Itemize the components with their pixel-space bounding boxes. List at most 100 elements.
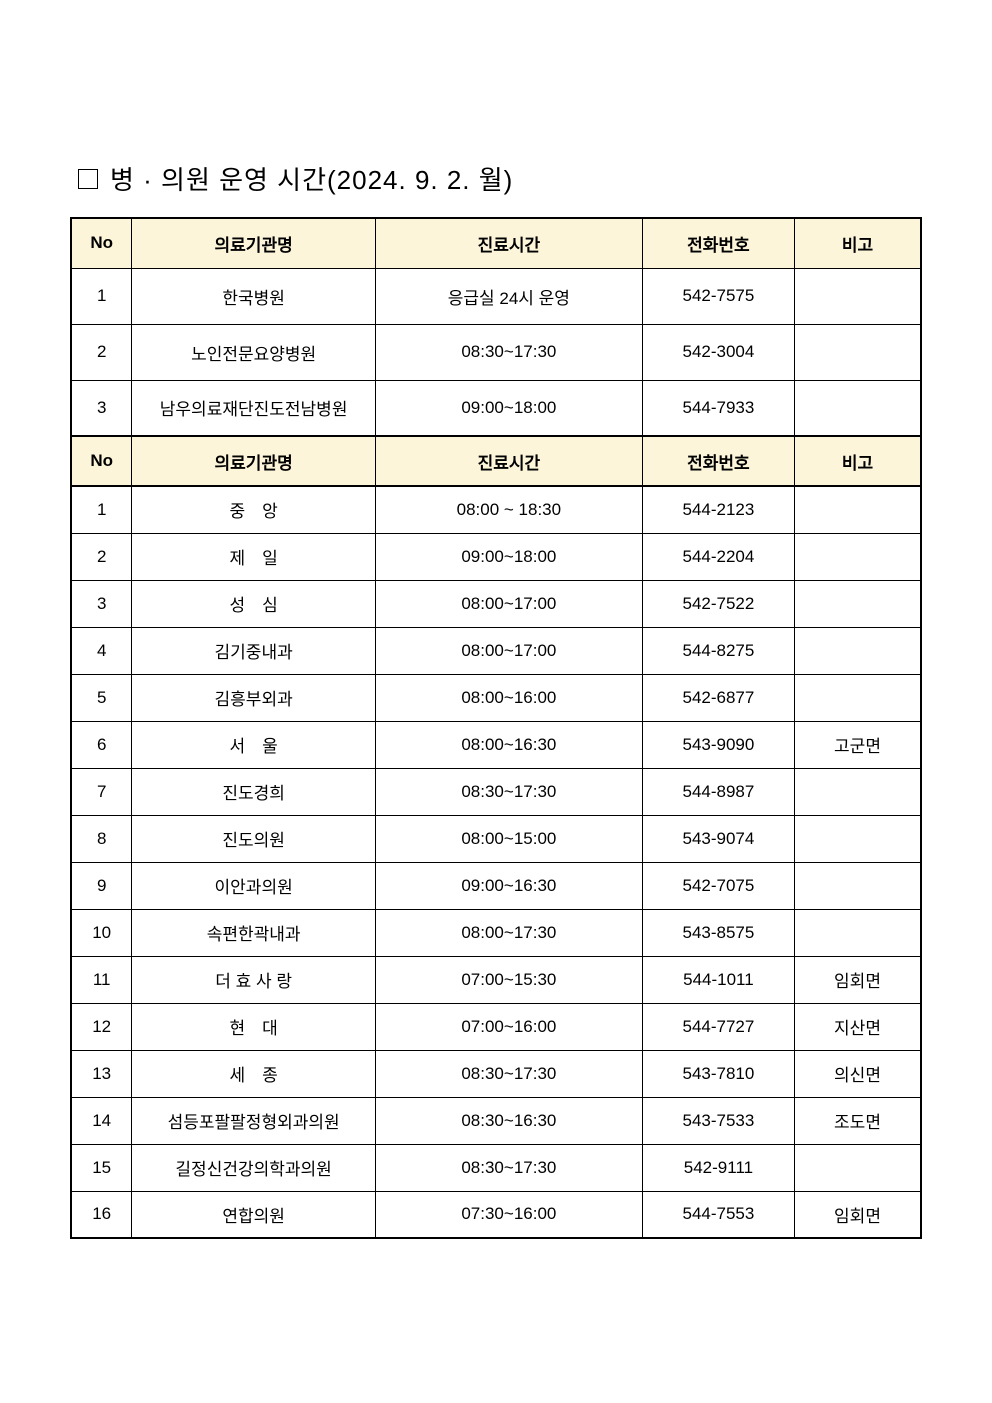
cell-name: 연합의원 — [132, 1191, 376, 1238]
cell-phone: 542-6877 — [642, 674, 794, 721]
cell-no: 12 — [71, 1003, 132, 1050]
cell-phone: 542-7575 — [642, 268, 794, 324]
cell-no: 2 — [71, 533, 132, 580]
table-row: 16연합의원07:30~16:00544-7553임회면 — [71, 1191, 921, 1238]
cell-name: 김기중내과 — [132, 627, 376, 674]
cell-hours: 09:00~16:30 — [375, 862, 642, 909]
table-header-cell: No — [71, 218, 132, 268]
cell-hours: 09:00~18:00 — [375, 533, 642, 580]
table-row: 9이안과의원09:00~16:30542-7075 — [71, 862, 921, 909]
cell-no: 15 — [71, 1144, 132, 1191]
cell-note — [795, 674, 921, 721]
cell-name: 섬등포팔팔정형외과의원 — [132, 1097, 376, 1144]
cell-name: 노인전문요양병원 — [132, 324, 376, 380]
cell-hours: 09:00~18:00 — [375, 380, 642, 436]
cell-no: 10 — [71, 909, 132, 956]
cell-no: 3 — [71, 580, 132, 627]
hospital-hours-table: No의료기관명진료시간전화번호비고1한국병원응급실 24시 운영542-7575… — [70, 217, 922, 1239]
cell-no: 9 — [71, 862, 132, 909]
cell-name: 중 앙 — [132, 486, 376, 533]
cell-name: 서 울 — [132, 721, 376, 768]
cell-hours: 08:30~17:30 — [375, 1144, 642, 1191]
cell-phone: 544-7933 — [642, 380, 794, 436]
cell-phone: 543-9090 — [642, 721, 794, 768]
cell-name: 더 효 사 랑 — [132, 956, 376, 1003]
cell-no: 5 — [71, 674, 132, 721]
cell-no: 14 — [71, 1097, 132, 1144]
table-header-cell: 비고 — [795, 218, 921, 268]
cell-hours: 07:30~16:00 — [375, 1191, 642, 1238]
cell-phone: 544-7553 — [642, 1191, 794, 1238]
cell-hours: 08:30~17:30 — [375, 1050, 642, 1097]
cell-phone: 542-7075 — [642, 862, 794, 909]
cell-phone: 543-9074 — [642, 815, 794, 862]
cell-no: 1 — [71, 268, 132, 324]
table-row: 2제 일09:00~18:00544-2204 — [71, 533, 921, 580]
cell-hours: 08:00 ~ 18:30 — [375, 486, 642, 533]
table-row: 5김흥부외과08:00~16:00542-6877 — [71, 674, 921, 721]
table-row: 10속편한곽내과08:00~17:30543-8575 — [71, 909, 921, 956]
table-header-cell: 의료기관명 — [132, 436, 376, 486]
cell-no: 6 — [71, 721, 132, 768]
table-header-cell: 비고 — [795, 436, 921, 486]
cell-phone: 544-8987 — [642, 768, 794, 815]
cell-note: 지산면 — [795, 1003, 921, 1050]
cell-phone: 544-7727 — [642, 1003, 794, 1050]
cell-hours: 07:00~16:00 — [375, 1003, 642, 1050]
table-row: 6서 울08:00~16:30543-9090고군면 — [71, 721, 921, 768]
cell-note — [795, 533, 921, 580]
cell-name: 남우의료재단진도전남병원 — [132, 380, 376, 436]
cell-phone: 543-7533 — [642, 1097, 794, 1144]
cell-name: 진도의원 — [132, 815, 376, 862]
cell-hours: 08:30~16:30 — [375, 1097, 642, 1144]
cell-note — [795, 815, 921, 862]
table-row: 13세 종08:30~17:30543-7810의신면 — [71, 1050, 921, 1097]
cell-name: 성 심 — [132, 580, 376, 627]
cell-no: 11 — [71, 956, 132, 1003]
cell-name: 진도경희 — [132, 768, 376, 815]
table-row: 2노인전문요양병원08:30~17:30542-3004 — [71, 324, 921, 380]
title-square-marker — [78, 169, 98, 189]
table-row: 8진도의원08:00~15:00543-9074 — [71, 815, 921, 862]
cell-hours: 08:00~17:30 — [375, 909, 642, 956]
cell-hours: 08:00~15:00 — [375, 815, 642, 862]
cell-no: 2 — [71, 324, 132, 380]
cell-hours: 08:30~17:30 — [375, 768, 642, 815]
cell-note: 의신면 — [795, 1050, 921, 1097]
cell-name: 속편한곽내과 — [132, 909, 376, 956]
cell-phone: 544-2204 — [642, 533, 794, 580]
cell-no: 7 — [71, 768, 132, 815]
table-row: 3남우의료재단진도전남병원09:00~18:00544-7933 — [71, 380, 921, 436]
cell-name: 한국병원 — [132, 268, 376, 324]
cell-name: 김흥부외과 — [132, 674, 376, 721]
table-header-row: No의료기관명진료시간전화번호비고 — [71, 218, 921, 268]
table-header-cell: 진료시간 — [375, 218, 642, 268]
table-header-cell: No — [71, 436, 132, 486]
cell-phone: 543-7810 — [642, 1050, 794, 1097]
cell-no: 8 — [71, 815, 132, 862]
cell-hours: 08:00~17:00 — [375, 627, 642, 674]
cell-note: 임회면 — [795, 1191, 921, 1238]
table-header-row: No의료기관명진료시간전화번호비고 — [71, 436, 921, 486]
cell-phone: 542-7522 — [642, 580, 794, 627]
table-row: 7진도경희08:30~17:30544-8987 — [71, 768, 921, 815]
cell-note — [795, 1144, 921, 1191]
table-row: 15길정신건강의학과의원08:30~17:30542-9111 — [71, 1144, 921, 1191]
cell-hours: 08:00~16:00 — [375, 674, 642, 721]
table-row: 14섬등포팔팔정형외과의원08:30~16:30543-7533조도면 — [71, 1097, 921, 1144]
table-row: 4김기중내과08:00~17:00544-8275 — [71, 627, 921, 674]
cell-note — [795, 380, 921, 436]
cell-note — [795, 486, 921, 533]
cell-note — [795, 862, 921, 909]
cell-name: 길정신건강의학과의원 — [132, 1144, 376, 1191]
table-row: 12현 대07:00~16:00544-7727지산면 — [71, 1003, 921, 1050]
cell-note — [795, 580, 921, 627]
cell-note — [795, 627, 921, 674]
cell-name: 세 종 — [132, 1050, 376, 1097]
cell-no: 16 — [71, 1191, 132, 1238]
cell-phone: 544-8275 — [642, 627, 794, 674]
table-header-cell: 전화번호 — [642, 436, 794, 486]
table-row: 11더 효 사 랑07:00~15:30544-1011임회면 — [71, 956, 921, 1003]
page-title-row: 병 · 의원 운영 시간(2024. 9. 2. 월) — [70, 160, 922, 197]
cell-name: 제 일 — [132, 533, 376, 580]
